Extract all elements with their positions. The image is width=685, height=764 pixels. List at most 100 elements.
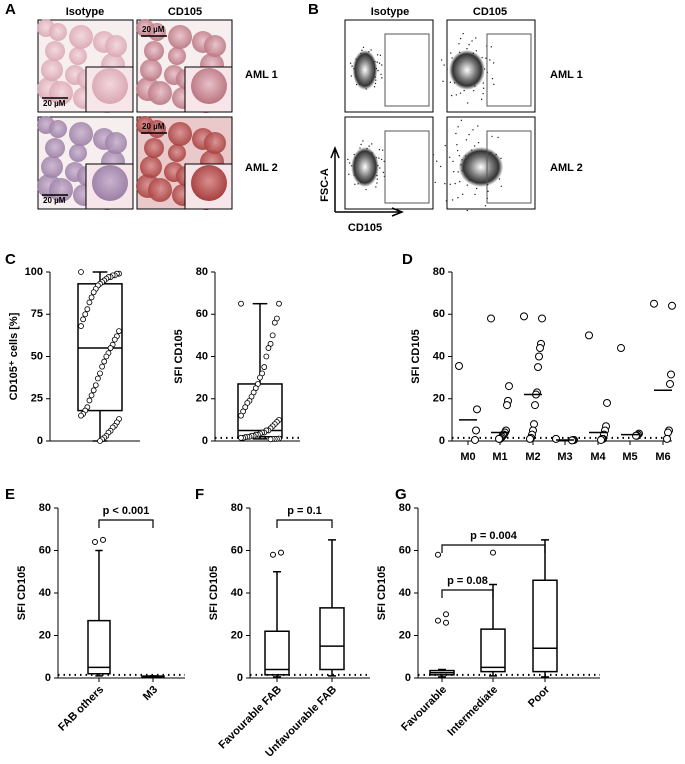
y-tick-label: 80 bbox=[433, 266, 445, 278]
point bbox=[265, 345, 272, 351]
event bbox=[482, 87, 485, 89]
column-label: CD105 bbox=[168, 6, 202, 18]
cell bbox=[140, 59, 162, 81]
cell bbox=[49, 120, 67, 138]
point bbox=[668, 301, 676, 310]
event bbox=[475, 37, 477, 39]
y-tick-label: 40 bbox=[231, 587, 243, 599]
event bbox=[463, 89, 465, 92]
column-label: CD105 bbox=[473, 6, 507, 18]
event bbox=[482, 93, 484, 95]
event bbox=[456, 143, 458, 146]
point bbox=[667, 370, 675, 379]
event bbox=[370, 49, 372, 51]
event bbox=[374, 82, 377, 85]
scale-label: 20 µM bbox=[142, 25, 165, 34]
point bbox=[505, 382, 513, 391]
cell bbox=[204, 132, 226, 154]
event bbox=[347, 158, 349, 161]
point bbox=[88, 294, 95, 301]
event bbox=[362, 46, 365, 49]
outlier bbox=[435, 551, 441, 558]
event bbox=[462, 32, 464, 35]
axis-label: CD105 bbox=[348, 222, 382, 234]
y-tick-label: 40 bbox=[39, 587, 51, 599]
point bbox=[650, 299, 658, 308]
density bbox=[351, 147, 379, 187]
event bbox=[450, 94, 453, 97]
cell bbox=[49, 23, 67, 41]
y-tick-label: 0 bbox=[45, 672, 51, 684]
event bbox=[458, 43, 460, 45]
event bbox=[497, 136, 499, 139]
event bbox=[472, 89, 475, 92]
event bbox=[446, 151, 448, 153]
event bbox=[445, 200, 448, 202]
event bbox=[376, 54, 379, 56]
y-tick-label: 40 bbox=[196, 350, 208, 362]
y-tick-label: 40 bbox=[433, 350, 445, 362]
event bbox=[440, 59, 443, 61]
panel-letter: F bbox=[195, 486, 204, 503]
cell bbox=[191, 165, 227, 201]
event bbox=[381, 149, 384, 151]
point bbox=[617, 344, 625, 353]
panel-letter: A bbox=[5, 1, 16, 18]
point bbox=[94, 375, 101, 382]
y-tick-label: 60 bbox=[433, 308, 445, 320]
point bbox=[632, 431, 640, 440]
point bbox=[531, 401, 539, 410]
x-tick-label: Favourable bbox=[399, 684, 449, 734]
point bbox=[455, 362, 463, 371]
point bbox=[664, 428, 672, 437]
bracket bbox=[98, 519, 154, 528]
point bbox=[585, 331, 593, 340]
x-tick-label: M6 bbox=[655, 451, 670, 463]
panel-letter: C bbox=[5, 251, 16, 268]
y-axis-label: SFI CD105 bbox=[410, 329, 422, 383]
point bbox=[666, 379, 674, 388]
point bbox=[97, 438, 103, 444]
cell bbox=[105, 35, 127, 57]
event bbox=[458, 154, 461, 157]
cell bbox=[168, 25, 192, 49]
y-tick-label: 20 bbox=[231, 629, 243, 641]
y-tick-label: 25 bbox=[31, 393, 43, 405]
point bbox=[520, 312, 528, 321]
event bbox=[434, 181, 436, 184]
axis-arrow bbox=[330, 145, 340, 212]
point bbox=[90, 387, 97, 394]
event bbox=[354, 183, 356, 186]
event bbox=[351, 65, 353, 67]
point bbox=[271, 319, 278, 326]
event bbox=[349, 62, 352, 64]
y-axis-label: SFI CD105 bbox=[16, 566, 28, 620]
event bbox=[375, 186, 377, 188]
event bbox=[439, 165, 442, 168]
row-label: AML 1 bbox=[245, 69, 278, 81]
bracket bbox=[441, 544, 546, 553]
y-tick-label: 0 bbox=[405, 672, 411, 684]
point bbox=[263, 353, 270, 360]
event bbox=[365, 188, 367, 191]
event bbox=[452, 171, 455, 173]
y-tick-label: 80 bbox=[196, 266, 208, 278]
event bbox=[455, 132, 457, 135]
event bbox=[381, 64, 383, 66]
event bbox=[472, 129, 474, 131]
event bbox=[468, 43, 470, 46]
event bbox=[466, 209, 468, 212]
x-tick-label: M4 bbox=[590, 451, 606, 463]
event bbox=[482, 82, 485, 84]
axis-label: FSC-A bbox=[319, 168, 331, 202]
x-tick-label: M2 bbox=[525, 451, 540, 463]
cell bbox=[45, 138, 65, 158]
event bbox=[377, 69, 379, 72]
point bbox=[535, 352, 543, 361]
event bbox=[444, 182, 446, 185]
panel-letter: G bbox=[395, 486, 407, 503]
x-tick-label: M0 bbox=[460, 451, 475, 463]
event bbox=[348, 162, 351, 164]
outlier bbox=[100, 536, 106, 543]
event bbox=[451, 199, 454, 201]
